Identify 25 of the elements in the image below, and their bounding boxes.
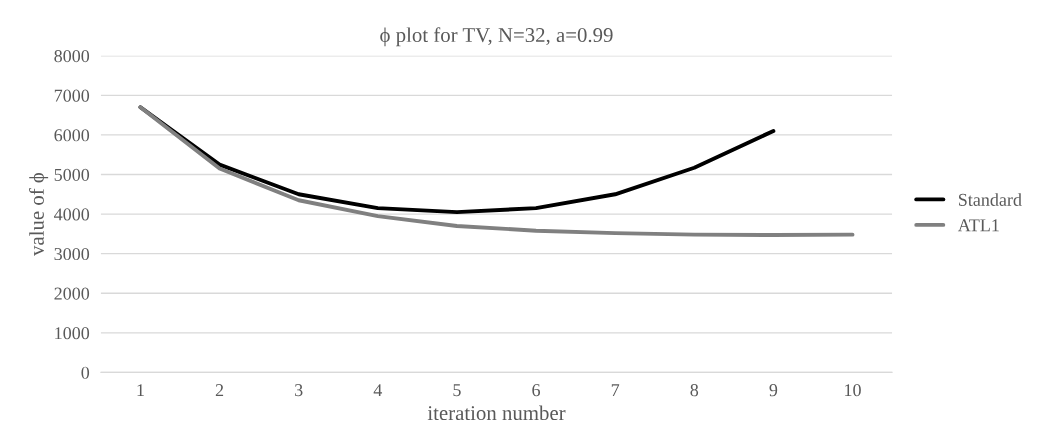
- line-series: [138, 105, 855, 238]
- x-tick-label: 7: [611, 384, 620, 397]
- x-tick-label: 3: [295, 384, 303, 397]
- x-tick-label: 6: [532, 384, 541, 397]
- chart-title: ϕ plot for TV, N=32, a=0.99: [380, 27, 613, 47]
- y-tick-label: 1000: [55, 327, 90, 340]
- y-tick-label: 3000: [54, 247, 90, 261]
- y-axis-title: value of ϕ: [29, 172, 49, 257]
- x-tick-label: 5: [453, 384, 461, 397]
- y-tick-label: 2000: [54, 287, 90, 300]
- legend-label: ATL1: [957, 219, 999, 232]
- y-tick-label: 4000: [54, 208, 90, 221]
- y-tick-label: 0: [81, 366, 90, 379]
- y-tick-label: 6000: [54, 129, 90, 142]
- x-tick-label: 2: [215, 384, 224, 397]
- y-tick-label: 7000: [54, 89, 90, 102]
- y-tick-label: 5000: [54, 168, 90, 181]
- x-tick-label: 9: [769, 384, 778, 397]
- x-axis-title: iteration number: [427, 405, 566, 421]
- x-tick-label: 4: [373, 384, 383, 397]
- x-tick-label: 1: [137, 384, 144, 397]
- x-tick-label: 10: [845, 384, 861, 397]
- y-tick-label: 8000: [54, 50, 90, 63]
- legend-label: Standard: [958, 193, 1022, 206]
- x-tick-label: 8: [690, 384, 699, 397]
